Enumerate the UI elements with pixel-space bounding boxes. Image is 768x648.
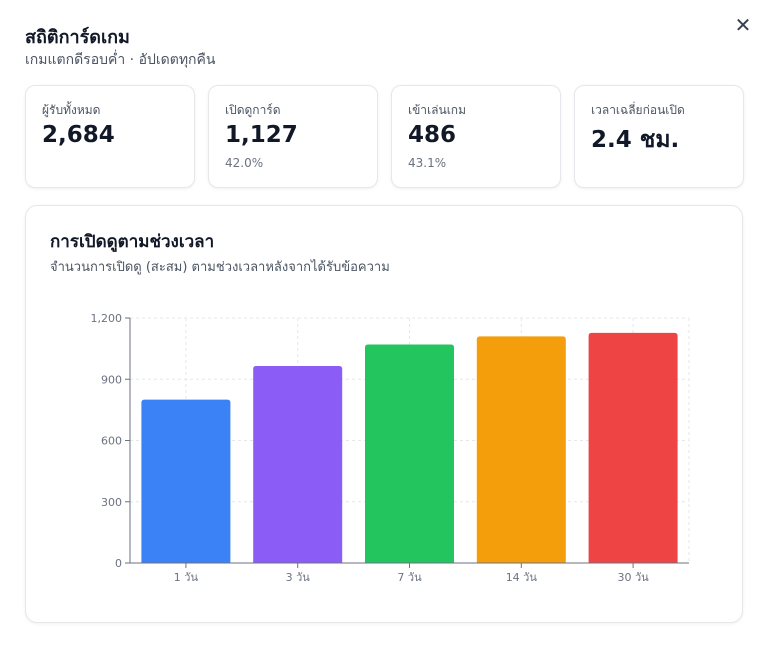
modal-title: สถิติการ์ดเกม xyxy=(25,27,130,48)
modal-subtitle: เกมแตกดีรอบค่ำ · อัปเดตทุกคืน xyxy=(25,52,216,68)
x-tick-label: 30 วัน xyxy=(617,571,649,584)
stat-value: 1,127 xyxy=(225,122,298,148)
stat-card-avg-time: เวลาเฉลี่ยก่อนเปิด 2.4 ชม. xyxy=(574,85,744,188)
bar-3 xyxy=(365,344,454,563)
bar-1 xyxy=(141,399,231,563)
close-icon[interactable]: ✕ xyxy=(734,13,752,37)
stat-percent: 43.1% xyxy=(408,156,447,170)
x-tick-label: 7 วัน xyxy=(397,571,422,584)
stat-value: 2,684 xyxy=(42,122,115,148)
stat-card-played: เข้าเล่นเกม 486 43.1% xyxy=(391,85,561,188)
x-tick-label: 1 วัน xyxy=(174,571,199,584)
y-tick-label: 600 xyxy=(101,435,122,448)
stat-value: 486 xyxy=(408,122,457,148)
y-tick-label: 300 xyxy=(101,496,122,509)
x-tick-label: 3 วัน xyxy=(286,571,311,584)
chart-card: การเปิดดูตามช่วงเวลา จำนวนการเปิดดู (สะส… xyxy=(25,205,743,623)
chart-title: การเปิดดูตามช่วงเวลา xyxy=(50,232,215,252)
stat-label: เปิดดูการ์ด xyxy=(225,103,281,117)
y-tick-label: 1,200 xyxy=(91,312,123,325)
bar-5 xyxy=(588,332,678,563)
bar-2 xyxy=(253,365,343,563)
y-tick-label: 900 xyxy=(101,373,122,386)
stat-value: 2.4 ชม. xyxy=(591,127,680,153)
bar-4 xyxy=(476,336,566,563)
stat-label: เวลาเฉลี่ยก่อนเปิด xyxy=(591,103,685,117)
y-tick-label: 0 xyxy=(115,557,122,570)
x-tick-label: 14 วัน xyxy=(506,571,538,584)
close-button[interactable]: ✕ xyxy=(732,14,754,36)
stat-card-recipients: ผู้รับทั้งหมด 2,684 xyxy=(25,85,195,188)
stat-percent: 42.0% xyxy=(225,156,264,170)
chart-subtitle: จำนวนการเปิดดู (สะสม) ตามช่วงเวลาหลังจาก… xyxy=(50,260,390,275)
stat-label: เข้าเล่นเกม xyxy=(408,103,466,117)
stat-card-opened: เปิดดูการ์ด 1,127 42.0% xyxy=(208,85,378,188)
stat-label: ผู้รับทั้งหมด xyxy=(42,103,101,117)
bar-chart: 0 300 600 900 1,200 1 วัน 3 วัน 7 วัน 14 วัน 30 ว… xyxy=(91,312,690,584)
